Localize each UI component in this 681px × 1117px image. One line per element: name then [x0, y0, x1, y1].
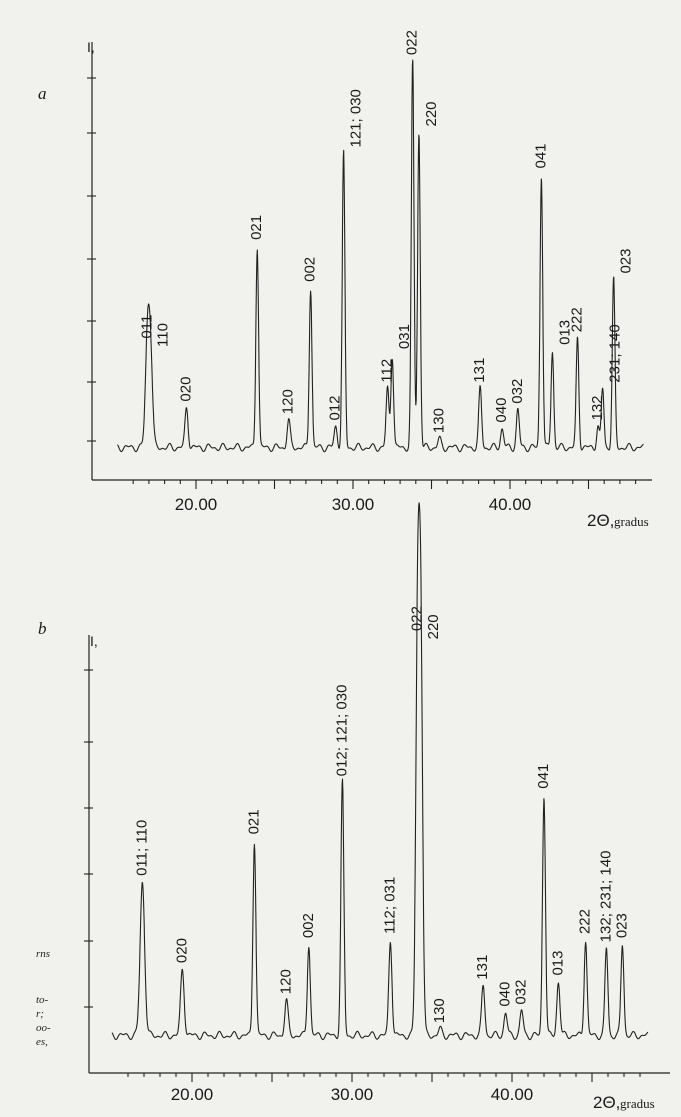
x-tick-label: 40.00 — [491, 1085, 534, 1104]
x-axis-label: 2Θ, — [587, 511, 614, 530]
peak-label: 131 — [471, 358, 488, 383]
panel-letter-a: a — [38, 84, 47, 103]
peak-label: 220 — [423, 101, 440, 126]
peak-label: 130 — [430, 408, 447, 433]
x-tick-label: 30.00 — [332, 495, 375, 514]
peak-label: 032 — [513, 980, 530, 1005]
x-axis-unit: gradus — [614, 514, 649, 529]
caption-fragment: r; — [36, 1008, 44, 1020]
peak-label: 011 — [138, 315, 155, 339]
x-axis-label: 2Θ, — [593, 1093, 620, 1112]
x-tick-label: 30.00 — [331, 1085, 374, 1104]
chart-panel-a: I, 20.00 30.00 40.00 2Θ, gradus 011 110 020 021 12… — [87, 30, 652, 530]
peak-label: 041 — [535, 764, 552, 789]
peak-label: 110 — [154, 323, 171, 347]
peak-label: 013 — [556, 320, 573, 345]
x-axis-unit: gradus — [620, 1096, 655, 1111]
peak-label: 011; 110 — [133, 820, 150, 876]
peak-label: 121; 030 — [348, 89, 365, 147]
peak-label: 021 — [248, 215, 265, 240]
peak-label: 132 — [589, 395, 606, 420]
peak-label: 031 — [396, 324, 413, 349]
peak-label: 231; 140 — [607, 324, 624, 382]
peak-label: 012 — [327, 395, 344, 420]
peak-label: 112 — [379, 359, 396, 383]
caption-fragment: oo- — [36, 1022, 51, 1034]
diffraction-trace — [111, 502, 649, 1041]
caption-fragment: to- — [36, 994, 49, 1006]
peak-label: 112; 031 — [381, 877, 398, 934]
peak-label: 021 — [245, 809, 262, 834]
peak-label: 032 — [509, 379, 526, 404]
caption-fragment: es, — [36, 1036, 48, 1048]
peak-label: 002 — [300, 913, 317, 938]
peak-label: 040 — [493, 398, 510, 423]
y-axis-label: I, — [90, 633, 98, 649]
peak-label: 130 — [431, 998, 448, 1023]
peak-label: 020 — [173, 938, 190, 963]
peak-label: 131 — [474, 955, 491, 980]
x-tick-label: 20.00 — [171, 1085, 214, 1104]
peak-label: 120 — [277, 969, 294, 994]
peak-label: 132; 231; 140 — [597, 851, 614, 943]
peak-label: 222 — [568, 307, 585, 332]
peak-label: 222 — [577, 909, 594, 934]
peak-label: 022 — [409, 606, 426, 631]
peak-label: 013 — [549, 950, 566, 975]
peak-label: 023 — [618, 248, 635, 273]
peak-label: 023 — [613, 913, 630, 938]
peak-label: 220 — [425, 614, 442, 639]
peak-label: 041 — [532, 143, 549, 168]
caption-fragment: rns — [36, 948, 51, 960]
peak-label: 020 — [178, 377, 195, 402]
diffraction-trace — [117, 59, 644, 453]
panel-letter-b: b — [38, 619, 47, 638]
peak-label: 012; 121; 030 — [333, 685, 350, 777]
peak-label: 040 — [497, 982, 514, 1007]
peak-label: 022 — [404, 30, 421, 55]
peak-label: 002 — [302, 257, 319, 282]
x-tick-label: 40.00 — [489, 495, 532, 514]
peak-label: 120 — [280, 389, 297, 414]
x-tick-label: 20.00 — [175, 495, 218, 514]
y-axis-label: I, — [87, 39, 95, 55]
